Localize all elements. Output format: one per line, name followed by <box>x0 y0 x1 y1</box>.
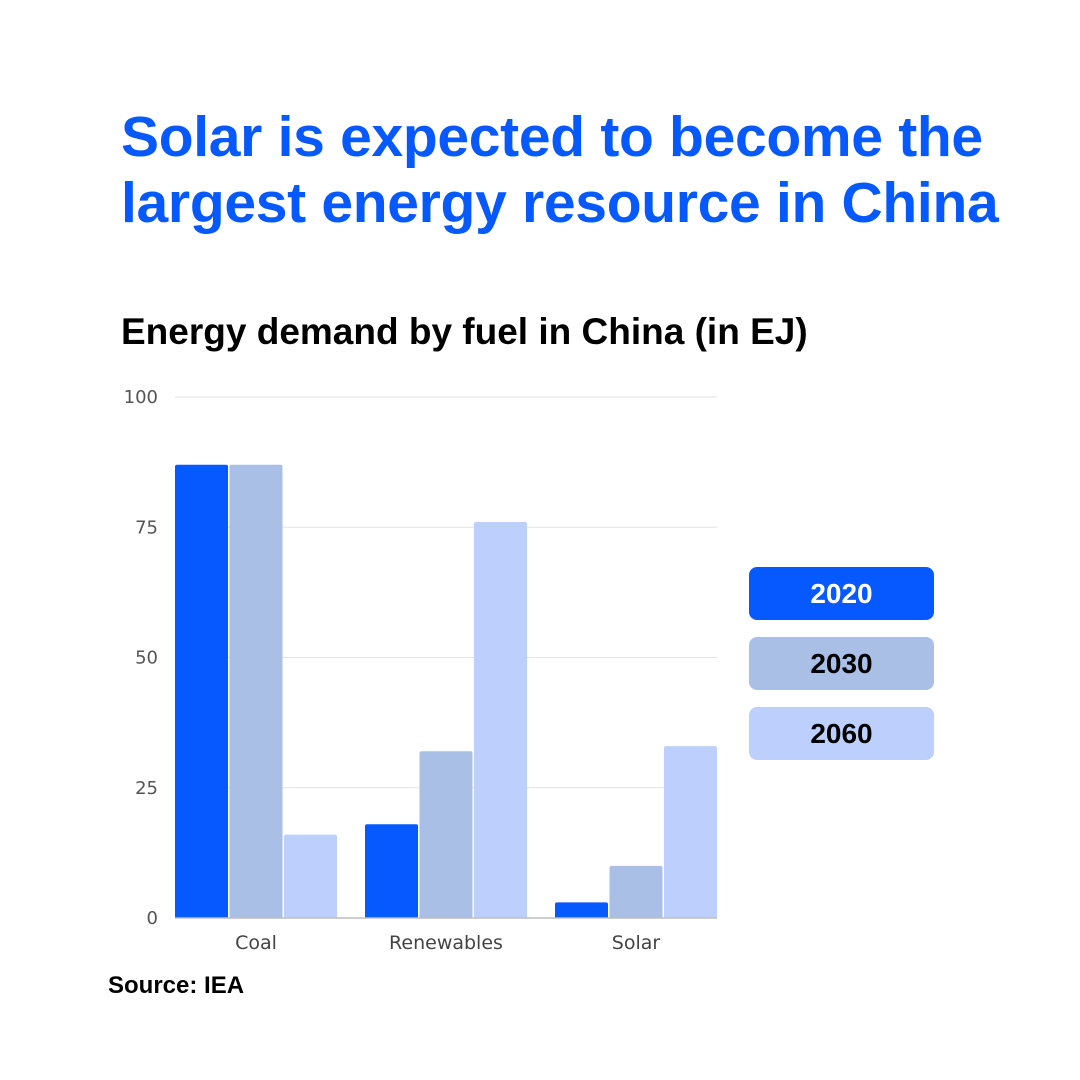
bar-solar-2020 <box>555 902 608 918</box>
bar-coal-2020 <box>175 464 228 918</box>
bars <box>175 464 717 918</box>
x-tick-label: Renewables <box>389 932 503 954</box>
bar-coal-2060 <box>284 834 337 918</box>
chart-subtitle: Energy demand by fuel in China (in EJ) <box>121 311 808 352</box>
bar-renewables-2020 <box>365 824 418 918</box>
legend: 2020 2030 2060 <box>749 567 934 777</box>
x-axis-labels: Coal Renewables Solar <box>235 932 660 954</box>
y-tick-label: 0 <box>147 908 158 929</box>
bar-solar-2060 <box>664 746 717 918</box>
bar-solar-2030 <box>609 865 663 918</box>
x-tick-label: Solar <box>612 932 661 954</box>
y-tick-label: 25 <box>135 778 158 799</box>
y-tick-label: 50 <box>135 648 158 669</box>
bar-renewables-2030 <box>419 751 473 918</box>
source-note: Source: IEA <box>108 972 245 999</box>
y-tick-label: 100 <box>124 387 158 408</box>
y-axis-ticks: 0 25 50 75 100 <box>124 387 158 929</box>
legend-item-2030: 2030 <box>749 637 934 690</box>
y-tick-label: 75 <box>135 517 158 538</box>
bar-renewables-2060 <box>474 522 527 918</box>
x-tick-label: Coal <box>235 932 277 954</box>
chart-title: Solar is expected to become the largest … <box>121 105 999 235</box>
legend-item-2060: 2060 <box>749 707 934 760</box>
bar-coal-2030 <box>229 464 283 918</box>
legend-item-2020: 2020 <box>749 567 934 620</box>
